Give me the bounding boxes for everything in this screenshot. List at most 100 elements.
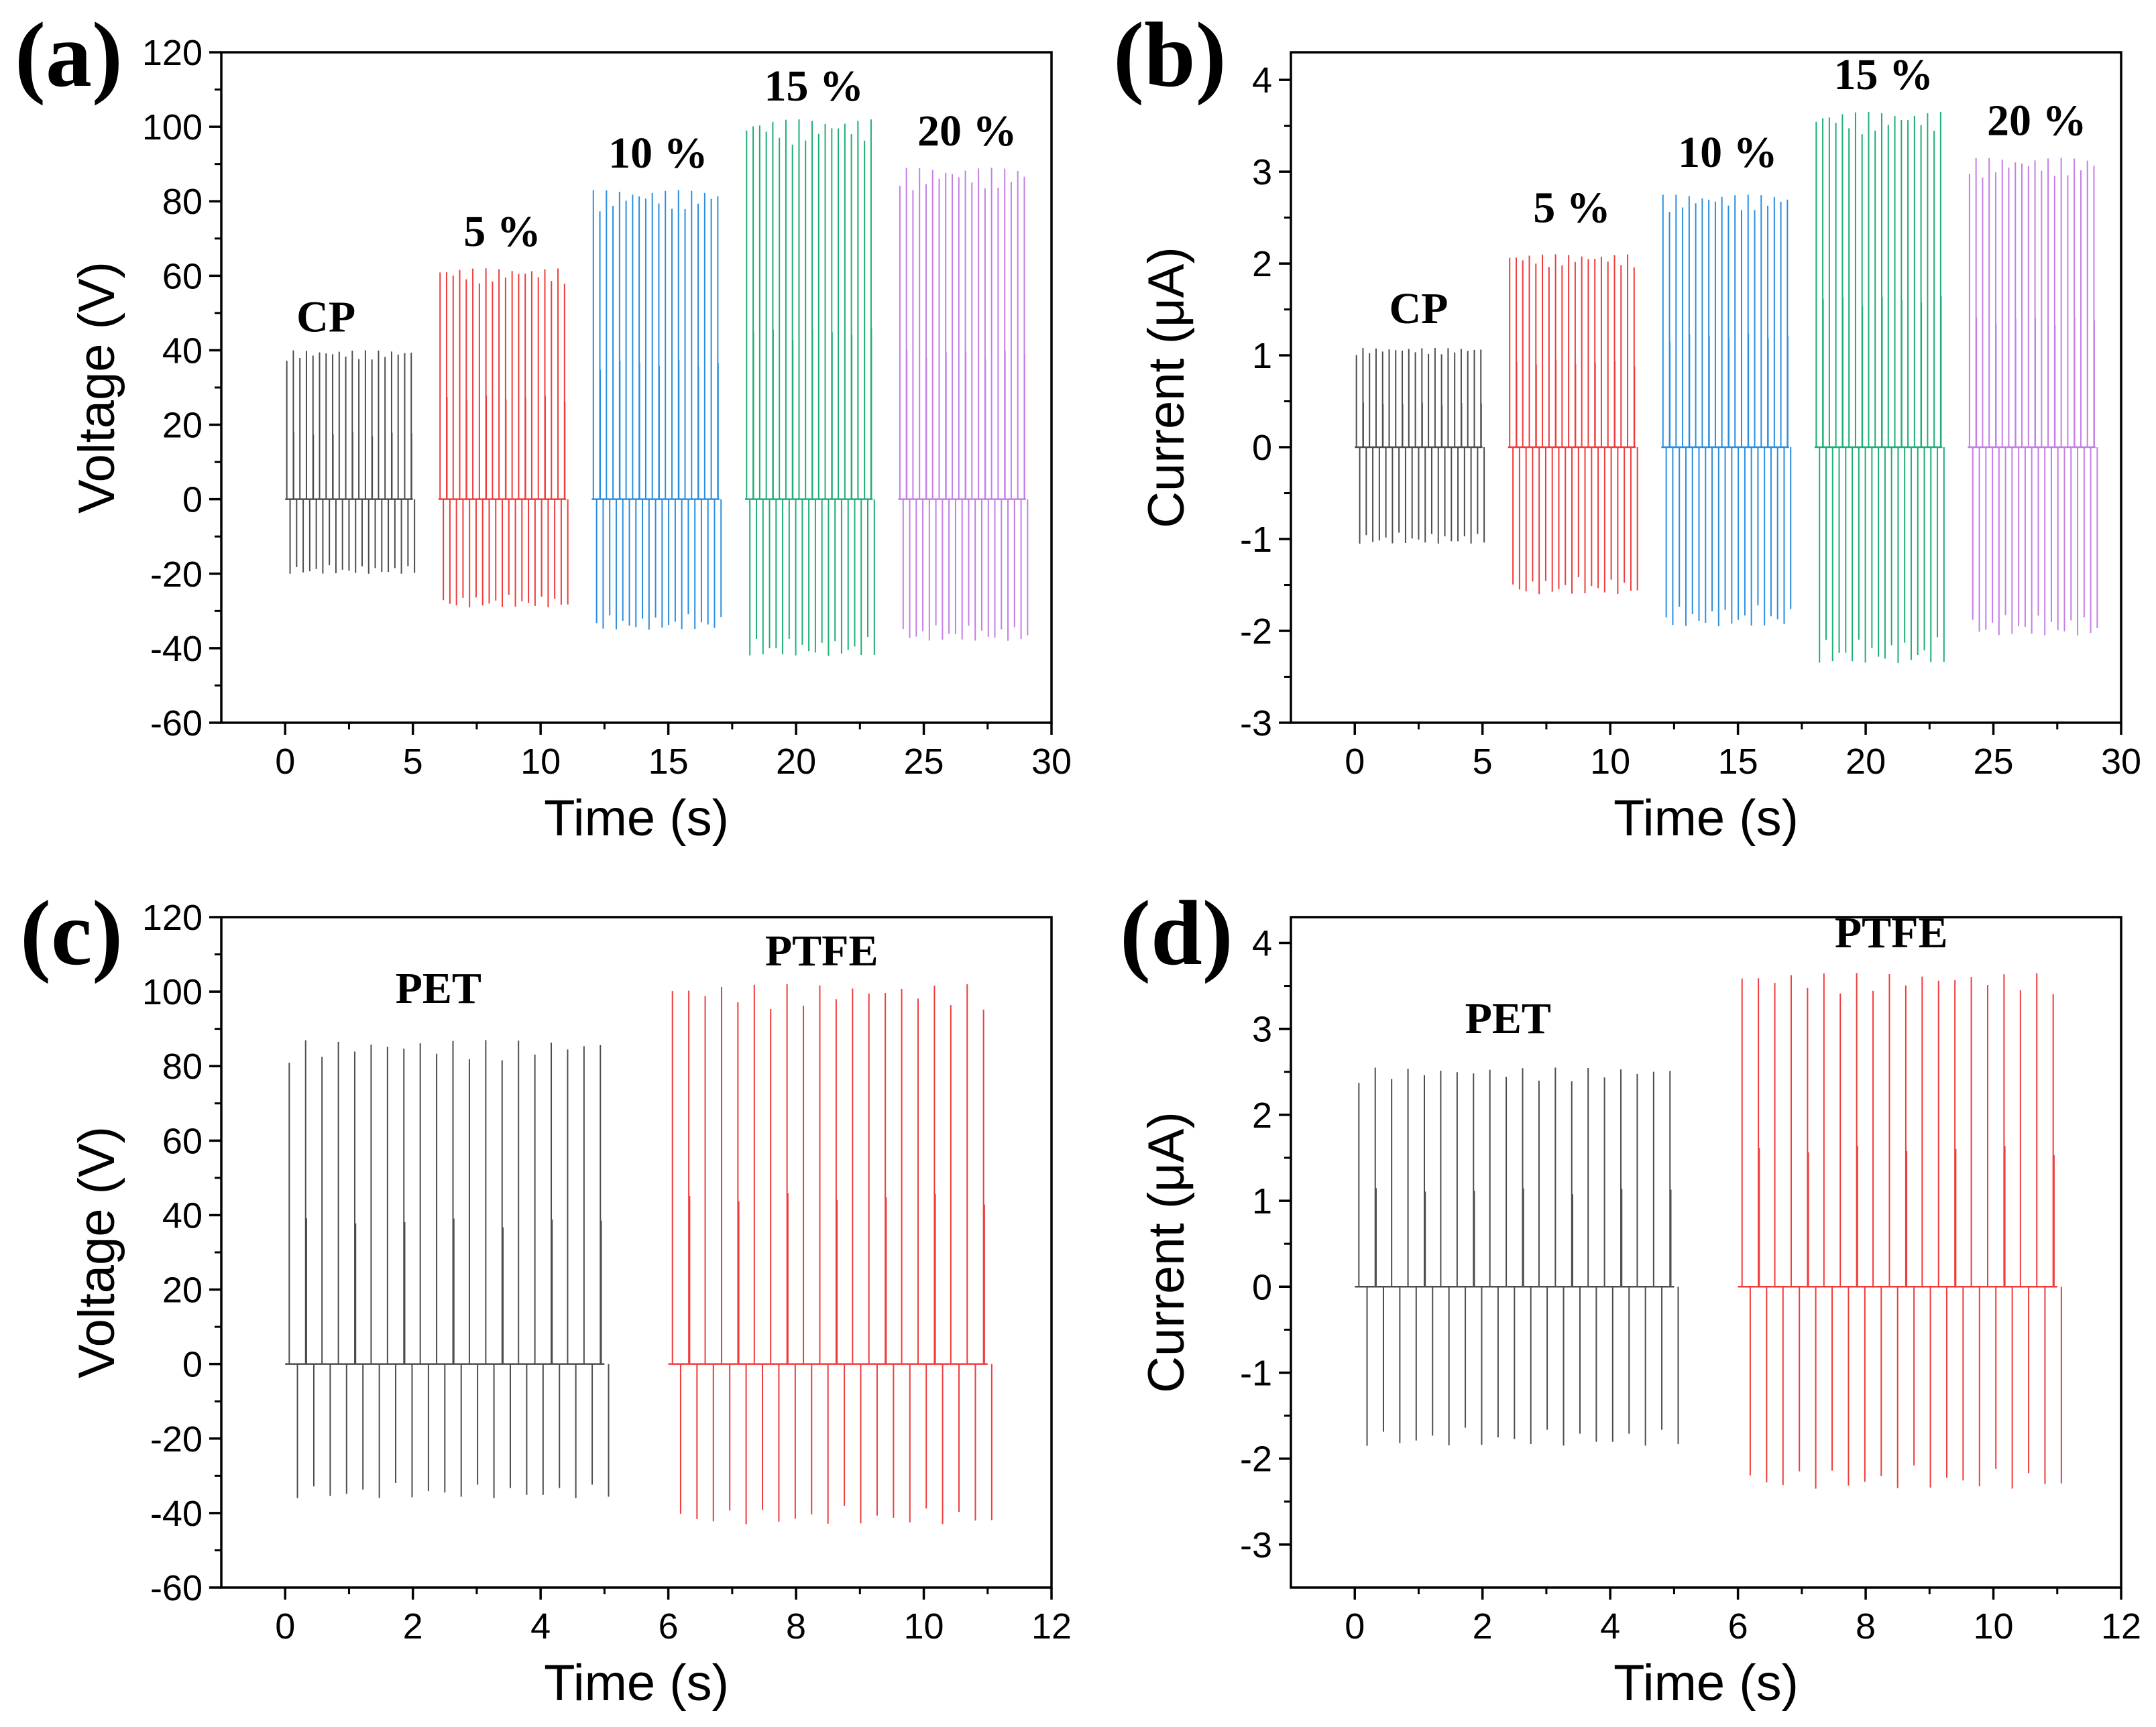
series-10 [1661,194,1792,627]
series-20 [1968,158,2098,636]
x-tick-label: 15 [648,741,689,782]
series-annotation: 20 % [917,107,1017,156]
y-tick-label: 2 [1252,1095,1272,1136]
y-tick-label: 60 [162,1121,203,1161]
series-annotation: 15 % [1833,50,1933,99]
y-tick-label: -40 [150,1494,203,1534]
x-tick-label: 20 [1846,741,1886,782]
series-15 [744,119,875,656]
x-tick-label: 0 [275,741,295,782]
y-tick-label: -60 [150,1568,203,1608]
x-tick-label: 30 [2101,741,2141,782]
y-tick-label: 2 [1252,244,1272,284]
plot-area [285,119,1029,656]
y-tick-label: 80 [162,182,203,222]
series-annotation: 10 % [608,129,708,178]
y-axis-title: Voltage (V) [68,261,125,514]
series-annotation: 20 % [1987,96,2087,145]
panel-label: (d) [1120,882,1233,984]
series-15 [1814,112,1945,663]
x-tick-label: 30 [1031,741,1072,782]
x-tick-label: 0 [275,1606,295,1647]
series-5 [1508,254,1638,595]
y-tick-label: 120 [142,898,203,938]
y-tick-label: 40 [162,331,203,371]
series-cp [285,350,416,574]
y-tick-label: -3 [1240,1525,1272,1565]
y-tick-label: 3 [1252,1010,1272,1050]
y-tick-label: 20 [162,1270,203,1311]
x-tick-label: 10 [1590,741,1630,782]
series-annotation: PTFE [765,927,878,975]
series-annotation: CP [296,293,355,342]
x-axis-title: Time (s) [544,1655,729,1712]
y-tick-label: -20 [150,1419,203,1460]
x-tick-label: 12 [1031,1606,1072,1647]
x-tick-label: 25 [1973,741,2013,782]
plot-area [285,984,992,1525]
series-ptfe [1738,973,2062,1489]
x-tick-label: 10 [903,1606,944,1647]
panel-label: (c) [20,882,123,984]
y-axis-title: Current (μA) [1138,247,1195,528]
x-tick-label: 2 [403,1606,423,1647]
x-tick-label: 5 [1473,741,1493,782]
x-tick-label: 8 [1856,1606,1876,1647]
y-tick-label: 40 [162,1195,203,1236]
y-tick-label: 100 [142,107,203,147]
y-tick-label: -60 [150,703,203,743]
x-tick-label: 4 [530,1606,551,1647]
x-tick-label: 8 [786,1606,806,1647]
y-tick-label: 100 [142,972,203,1012]
plot-frame [220,916,1053,1589]
plot-area [1355,112,2098,663]
panel-label: (b) [1113,3,1227,106]
y-tick-label: -40 [150,629,203,669]
x-tick-label: 10 [520,741,561,782]
series-annotation: PTFE [1835,908,1948,957]
panel-a: (a) 0 5 10 15 20 25 30 -60 -40 -20 0 20 40 60 80 100 120 T… [15,3,1072,847]
x-tick-label: 12 [2101,1606,2141,1647]
x-tick-label: 2 [1473,1606,1493,1647]
x-tick-label: 0 [1345,1606,1365,1647]
y-tick-label: 0 [1252,428,1272,468]
x-tick-label: 25 [903,741,944,782]
y-tick-label: -2 [1240,1439,1272,1480]
y-tick-label: 0 [182,480,203,520]
plot-area [1355,973,2062,1489]
series-pet [285,1040,610,1498]
y-tick-label: 1 [1252,1181,1272,1222]
y-axis-title: Current (μA) [1138,1112,1195,1393]
x-tick-label: 5 [403,741,423,782]
x-tick-label: 10 [1973,1606,2013,1647]
y-tick-label: -20 [150,554,203,595]
y-tick-label: 1 [1252,336,1272,376]
series-annotation: CP [1389,284,1448,333]
y-tick-label: -1 [1240,1353,1272,1393]
x-tick-label: 0 [1345,741,1365,782]
x-axis-title: Time (s) [1613,790,1799,847]
y-axis-title: Voltage (V) [68,1126,125,1378]
series-pet [1355,1067,1679,1446]
y-tick-label: 3 [1252,152,1272,192]
y-tick-label: 4 [1252,923,1272,963]
series-ptfe [668,984,992,1525]
series-annotation: PET [1465,994,1551,1043]
y-tick-label: 20 [162,406,203,446]
x-axis-title: Time (s) [1613,1655,1799,1712]
plot-frame [1290,916,2122,1589]
panel-c: (c) 0 2 4 6 8 10 12 -60 -40 -20 0 20 40 60 80 100 120 Time… [20,882,1072,1712]
y-tick-label: 0 [1252,1267,1272,1307]
x-tick-label: 6 [1728,1606,1748,1647]
series-annotation: PET [396,964,481,1013]
x-tick-label: 6 [659,1606,679,1647]
series-10 [591,190,722,630]
x-tick-label: 15 [1718,741,1758,782]
x-axis-title: Time (s) [544,790,729,847]
y-tick-label: 0 [182,1345,203,1385]
y-tick-label: 4 [1252,60,1272,101]
x-tick-label: 4 [1600,1606,1620,1647]
series-20 [898,168,1029,641]
y-tick-label: -1 [1240,520,1272,560]
